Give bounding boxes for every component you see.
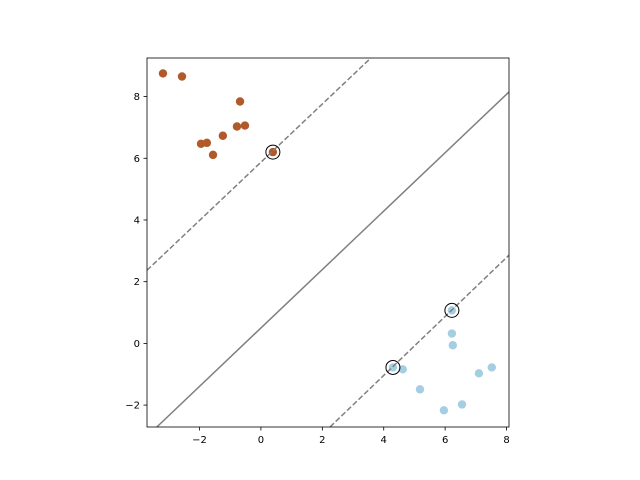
y-tick-label: 8 [134,92,140,103]
x-tick-label: 2 [319,435,325,446]
boundary-line [156,91,509,427]
axes-frame [146,57,510,428]
x-tick-label: 0 [258,435,264,446]
point [398,365,407,374]
point [448,341,458,350]
plot-area [147,58,509,427]
point [268,147,278,157]
x-tick-label: 6 [442,435,448,446]
y-tick-label: 6 [134,154,140,165]
point [158,69,168,78]
point [232,122,242,131]
point [177,72,187,81]
y-tick-label: 2 [134,277,140,288]
x-tick-label: 8 [503,435,509,446]
point [218,131,228,140]
y-tick-label: −2 [125,401,140,412]
boundary-line [329,254,509,427]
point [202,138,212,148]
point [235,97,245,106]
y-tick-label: 4 [134,215,140,226]
x-tick-label: −2 [192,435,207,446]
point [240,121,250,130]
support-vector [444,302,460,318]
point [439,406,449,415]
point [457,400,467,409]
point [208,150,218,160]
x-tick-label: 4 [381,435,387,446]
point [415,385,425,394]
point [474,369,484,378]
support-vector [265,144,281,160]
point [487,363,497,372]
boundary-line [147,58,372,271]
y-tick-label: 0 [134,339,140,350]
point [447,329,457,338]
support-vector [385,359,401,375]
